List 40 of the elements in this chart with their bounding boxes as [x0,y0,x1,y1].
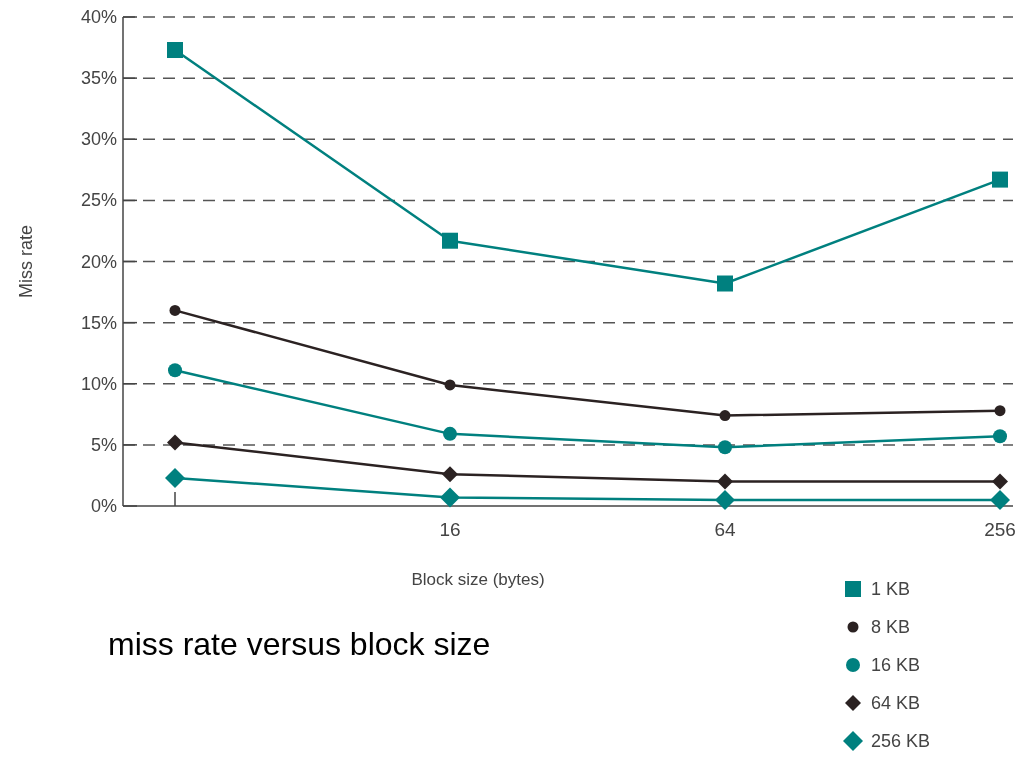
x-tick-label: 64 [714,519,736,540]
point [442,466,458,483]
x-tick-label: 256 [984,519,1016,540]
point [992,171,1008,188]
point [719,410,731,422]
point [440,487,460,508]
legend-label: 1 KB [871,579,911,599]
y-tick-label: 40% [80,7,117,27]
point [165,467,185,488]
y-tick-label: 15% [80,312,117,333]
x-axis-title: Block size (bytes) [411,570,545,589]
y-tick-label: 35% [80,68,117,89]
point [167,434,183,451]
point [715,489,735,510]
point [718,440,732,455]
point [990,489,1010,510]
point [444,379,456,391]
y-axis-title: Miss rate [16,224,36,299]
y-tick-label: 25% [80,190,117,211]
y-tick-label: 5% [90,434,117,455]
point [717,275,733,292]
point [167,42,183,59]
point [994,405,1006,417]
y-tick-label: 10% [80,373,117,394]
legend-label: 64 KB [871,693,921,713]
point [992,473,1008,490]
point [717,473,733,490]
point [169,304,181,316]
y-tick-label: 20% [80,251,117,272]
point [993,429,1007,444]
legend-label: 256 KB [871,731,931,751]
x-tick-label: 16 [439,519,461,540]
y-tick-label: 30% [80,129,117,150]
legend-label: 8 KB [871,617,911,637]
y-tick-label: 0% [90,496,117,516]
point [442,232,458,249]
legend-label: 16 KB [871,655,921,675]
text: miss rate versus block size [108,626,491,662]
point [443,426,457,441]
point [168,363,182,378]
